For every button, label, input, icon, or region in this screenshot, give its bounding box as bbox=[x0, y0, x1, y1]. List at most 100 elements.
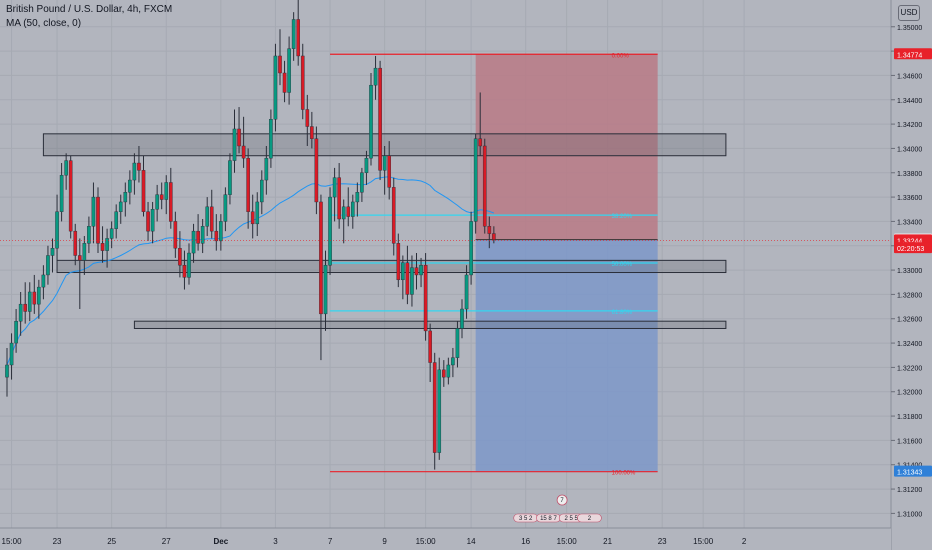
candle bbox=[237, 107, 241, 154]
time-tick-label: 27 bbox=[162, 537, 171, 546]
candle bbox=[46, 245, 50, 285]
candle bbox=[482, 138, 487, 234]
candle bbox=[155, 184, 159, 222]
candle-body bbox=[141, 170, 146, 212]
candle-body bbox=[455, 328, 460, 358]
candle-body bbox=[228, 160, 232, 195]
price-tick-label: 1.32400 bbox=[897, 341, 922, 348]
candle-body bbox=[250, 211, 255, 225]
candle bbox=[232, 109, 237, 173]
candle bbox=[23, 282, 28, 324]
candle-body bbox=[209, 206, 214, 232]
candle-body bbox=[341, 206, 346, 220]
candle bbox=[77, 238, 82, 310]
fib-level-label: 61.80% bbox=[612, 310, 633, 316]
price-tick-label: 1.31200 bbox=[897, 487, 922, 494]
candle-body bbox=[323, 265, 328, 315]
candle bbox=[492, 226, 496, 244]
fib-level-label: 38.20% bbox=[612, 214, 633, 220]
candle bbox=[255, 192, 260, 237]
time-tick-label: 16 bbox=[521, 537, 530, 546]
moving-average-line bbox=[6, 176, 495, 366]
candle-body bbox=[346, 206, 351, 217]
time-tick-label: 2 bbox=[742, 537, 747, 546]
candle bbox=[410, 255, 414, 307]
candle bbox=[128, 170, 132, 205]
event-badge-text: 3 5 2 bbox=[519, 516, 533, 522]
candle-body bbox=[200, 226, 205, 244]
candle-body bbox=[246, 157, 250, 212]
candle bbox=[391, 177, 396, 256]
candle bbox=[178, 231, 182, 278]
candle bbox=[451, 347, 455, 378]
candle-body bbox=[137, 162, 141, 171]
candle bbox=[187, 243, 191, 285]
candle bbox=[114, 204, 118, 239]
candle-body bbox=[310, 126, 314, 139]
candle-body bbox=[100, 243, 105, 251]
take-profit-zone bbox=[475, 239, 658, 472]
time-tick-label: 9 bbox=[382, 537, 387, 546]
candle bbox=[173, 211, 178, 258]
candle bbox=[291, 12, 296, 61]
price-tick-label: 1.33000 bbox=[897, 268, 922, 275]
candle-body bbox=[55, 211, 59, 249]
time-tick-label: 15:00 bbox=[416, 537, 437, 546]
currency-button[interactable]: USD bbox=[898, 5, 920, 21]
candle-body bbox=[287, 48, 291, 93]
event-badge-text: 15 8 7 bbox=[540, 516, 557, 522]
event-badge-text: 2 5 5 bbox=[565, 516, 579, 522]
indicator-title: MA (50, close, 0) bbox=[6, 18, 82, 29]
candle-body bbox=[337, 177, 341, 220]
candle-body bbox=[382, 155, 387, 171]
candle bbox=[196, 214, 200, 251]
candle-body bbox=[64, 160, 68, 176]
candle-body bbox=[264, 157, 269, 181]
time-tick-label: 15:00 bbox=[2, 537, 23, 546]
candle bbox=[432, 352, 437, 470]
candle-body bbox=[305, 109, 310, 127]
candle bbox=[159, 182, 164, 210]
candle bbox=[109, 221, 114, 249]
price-tick-label: 1.33600 bbox=[897, 195, 922, 202]
candle bbox=[209, 189, 214, 239]
candle-body bbox=[437, 369, 442, 453]
candle-body bbox=[46, 255, 50, 276]
candle-body bbox=[469, 221, 473, 276]
candle-body bbox=[328, 196, 332, 266]
candle-body bbox=[269, 119, 273, 159]
candle bbox=[191, 223, 196, 263]
candle-body bbox=[332, 177, 337, 198]
candle-body bbox=[442, 369, 446, 378]
candle bbox=[405, 245, 410, 305]
time-tick-label: 14 bbox=[467, 537, 476, 546]
candle-body bbox=[105, 238, 109, 251]
candle bbox=[27, 282, 32, 322]
price-tick-label: 1.31000 bbox=[897, 511, 922, 518]
candle-body bbox=[492, 233, 496, 240]
event-bubble-text: 7 bbox=[560, 498, 564, 504]
candle-body bbox=[232, 128, 237, 161]
symbol-title: British Pound / U.S. Dollar, 4h, FXCM bbox=[6, 4, 173, 15]
candle-body bbox=[123, 192, 128, 203]
candle-body bbox=[319, 201, 323, 315]
candle-body bbox=[391, 187, 396, 244]
candle-body bbox=[187, 252, 191, 278]
candle-body bbox=[41, 274, 46, 288]
candle bbox=[100, 226, 105, 263]
candle bbox=[5, 347, 9, 397]
candle bbox=[355, 182, 360, 217]
candle bbox=[364, 150, 369, 185]
candle-body bbox=[260, 179, 264, 203]
price-label-text: 1.31343 bbox=[897, 470, 922, 477]
candle bbox=[73, 223, 78, 266]
candle-body bbox=[159, 194, 164, 200]
candle-body bbox=[378, 67, 382, 171]
candle bbox=[82, 236, 87, 275]
candle bbox=[137, 145, 141, 183]
candle bbox=[91, 182, 96, 244]
fib-level-label: 100.00% bbox=[612, 471, 636, 477]
candle-body bbox=[173, 221, 178, 249]
candle-body bbox=[473, 138, 478, 222]
